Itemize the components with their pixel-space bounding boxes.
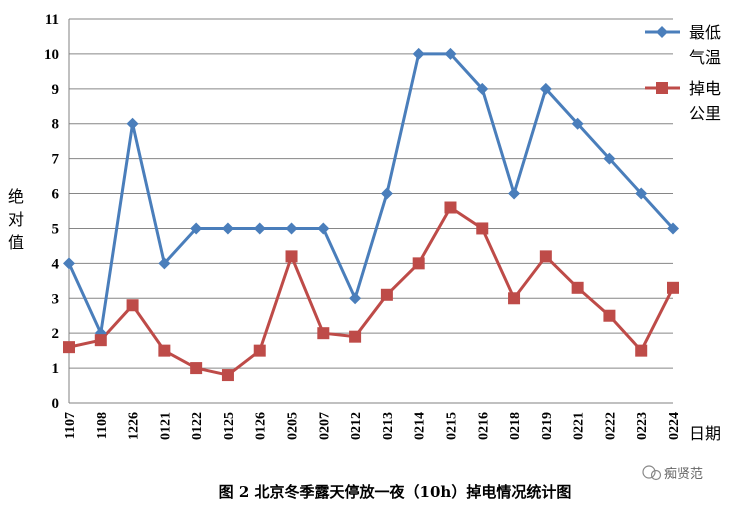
data-point-diamond bbox=[667, 222, 679, 235]
legend-diamond bbox=[656, 26, 668, 38]
data-point-square bbox=[603, 309, 616, 322]
x-tick-label: 0122 bbox=[190, 412, 205, 440]
y-tick-label: 5 bbox=[52, 221, 60, 237]
data-point-square bbox=[476, 222, 489, 235]
legend-label: 公里 bbox=[689, 104, 721, 123]
data-point-diamond bbox=[476, 82, 489, 95]
data-point-square bbox=[94, 334, 107, 347]
x-tick-label: 0224 bbox=[667, 412, 682, 440]
x-tick-label: 1108 bbox=[95, 412, 110, 439]
data-point-diamond bbox=[603, 152, 616, 165]
x-tick-label: 0215 bbox=[444, 412, 459, 440]
data-point-square bbox=[508, 292, 521, 305]
data-point-diamond bbox=[317, 222, 330, 235]
legend-label: 气温 bbox=[689, 48, 721, 67]
y-axis-label: 绝对值 bbox=[8, 187, 24, 252]
x-tick-label: 0218 bbox=[508, 412, 523, 440]
data-point-diamond bbox=[190, 222, 203, 235]
y-axis-label-char: 值 bbox=[8, 233, 24, 252]
y-tick-label: 7 bbox=[52, 152, 60, 168]
y-tick-label: 10 bbox=[44, 47, 59, 63]
x-tick-label: 0125 bbox=[222, 412, 237, 440]
x-tick-label: 0216 bbox=[476, 412, 491, 440]
y-axis-label-char: 对 bbox=[8, 210, 24, 229]
x-tick-labels: 1107 1108 1226 0121 0122 0125 0126 0205 0207 0212… bbox=[63, 412, 682, 440]
y-tick-label: 0 bbox=[52, 396, 60, 412]
data-point-diamond bbox=[158, 257, 171, 270]
y-tick-label: 2 bbox=[52, 326, 60, 342]
data-point-diamond bbox=[126, 117, 139, 130]
data-point-diamond bbox=[221, 222, 234, 235]
y-axis-label-char: 绝 bbox=[8, 187, 24, 206]
y-tick-label: 9 bbox=[52, 82, 60, 98]
x-tick-label: 0221 bbox=[572, 412, 587, 440]
x-tick-label: 0207 bbox=[317, 412, 332, 440]
data-point-diamond bbox=[349, 292, 362, 305]
data-point-square bbox=[126, 299, 139, 312]
series-line-0 bbox=[67, 52, 675, 335]
data-point-square bbox=[349, 330, 362, 343]
data-point-diamond bbox=[571, 117, 584, 130]
x-tick-label: 0212 bbox=[349, 412, 364, 440]
x-tick-label: 0126 bbox=[254, 412, 269, 440]
x-tick-label: 0121 bbox=[158, 412, 173, 440]
x-tick-label: 0223 bbox=[635, 412, 650, 440]
y-tick-label: 8 bbox=[52, 117, 60, 133]
data-point-diamond bbox=[635, 187, 648, 200]
x-tick-label: 0205 bbox=[286, 412, 301, 440]
y-tick-label: 1 bbox=[52, 361, 60, 377]
x-tick-label: 0222 bbox=[603, 412, 618, 440]
series-markers bbox=[63, 47, 679, 382]
data-point-diamond bbox=[285, 222, 298, 235]
data-point-diamond bbox=[539, 82, 552, 95]
y-tick-label: 3 bbox=[52, 291, 60, 307]
data-point-square bbox=[158, 344, 171, 357]
y-tick-label: 4 bbox=[52, 256, 60, 272]
data-point-diamond bbox=[253, 222, 266, 235]
data-point-square bbox=[539, 250, 552, 263]
legend-label: 最低 bbox=[689, 23, 721, 42]
legend-square bbox=[656, 82, 668, 94]
x-tick-label: 0219 bbox=[540, 412, 555, 440]
wechat-icon bbox=[642, 465, 656, 479]
data-point-square bbox=[444, 201, 457, 214]
data-point-square bbox=[380, 288, 393, 301]
data-point-square bbox=[63, 341, 75, 354]
data-point-diamond bbox=[412, 47, 425, 60]
series-lines bbox=[67, 52, 675, 377]
chart-caption: 图 2 北京冬季露天停放一夜（10h）掉电情况统计图 bbox=[219, 483, 572, 501]
x-tick-label: 0214 bbox=[413, 412, 428, 440]
data-point-diamond bbox=[508, 187, 521, 200]
data-point-square bbox=[667, 281, 679, 294]
data-point-square bbox=[221, 369, 234, 382]
data-point-diamond bbox=[63, 257, 75, 270]
data-point-diamond bbox=[444, 47, 457, 60]
data-point-square bbox=[190, 362, 203, 375]
x-tick-label: 1107 bbox=[63, 412, 78, 439]
data-point-diamond bbox=[380, 187, 393, 200]
data-point-square bbox=[253, 344, 266, 357]
data-point-square bbox=[317, 327, 330, 340]
x-axis-label: 日期 bbox=[689, 424, 721, 443]
y-tick-label: 6 bbox=[52, 187, 60, 203]
data-point-square bbox=[412, 257, 425, 270]
y-tick-labels: 0 1 2 3 4 5 6 7 8 9 10 11 bbox=[44, 12, 60, 412]
y-tick-label: 11 bbox=[45, 12, 59, 28]
gridlines bbox=[68, 18, 673, 404]
watermark: 痴贤范 bbox=[642, 465, 703, 482]
data-point-square bbox=[285, 250, 298, 263]
watermark-text: 痴贤范 bbox=[664, 466, 703, 482]
x-tick-label: 0213 bbox=[381, 412, 396, 440]
data-point-square bbox=[571, 281, 584, 294]
data-point-square bbox=[635, 344, 648, 357]
legend-label: 掉电 bbox=[689, 79, 721, 98]
x-tick-label: 1226 bbox=[127, 412, 142, 440]
wechat-icon-bubble bbox=[650, 469, 662, 481]
